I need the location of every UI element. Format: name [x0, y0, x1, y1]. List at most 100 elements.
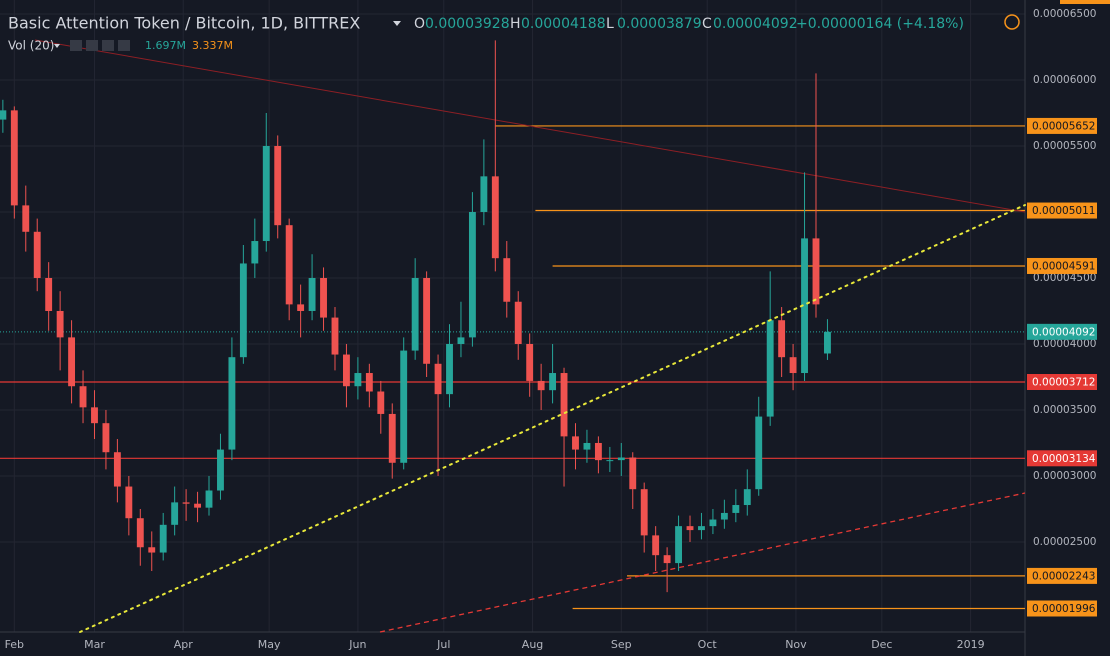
candles	[0, 40, 831, 593]
price-label: 0.00001996	[1032, 603, 1096, 615]
volume-average: 3.337M	[192, 39, 233, 52]
ohlc-key: C	[702, 16, 712, 32]
candle-body	[377, 391, 385, 414]
candle-body	[594, 442, 602, 461]
candle-body	[33, 231, 41, 278]
candle-body	[640, 489, 648, 536]
price-label: 0.00005011	[1032, 205, 1095, 217]
y-tick-label: 0.00003500	[1033, 404, 1096, 416]
candle-body	[549, 373, 557, 391]
candle-body	[514, 301, 522, 344]
candle-body	[228, 357, 236, 450]
y-tick-label: 0.00003000	[1033, 470, 1096, 482]
candle-body	[388, 413, 396, 463]
y-tick-label: 0.00002500	[1033, 536, 1096, 548]
x-tick-label: Feb	[5, 638, 24, 651]
candle-body	[343, 354, 350, 387]
x-tick-label: Oct	[698, 638, 718, 651]
candle-body	[537, 380, 545, 391]
price-label-box	[1027, 257, 1097, 274]
more-button[interactable]	[118, 40, 130, 51]
candle-body	[698, 526, 705, 531]
y-tick-label: 0.00006000	[1033, 74, 1096, 86]
x-tick-label: Mar	[84, 638, 105, 651]
dropdown-icon[interactable]	[393, 21, 401, 26]
candle-body	[68, 337, 76, 387]
levels	[0, 125, 1025, 610]
trend-line	[34, 39, 1026, 213]
dropdown-icon[interactable]	[54, 44, 60, 48]
candle-body	[583, 442, 591, 450]
candle-body	[102, 423, 110, 453]
candle-body	[251, 241, 259, 264]
candle-body	[56, 310, 64, 338]
candle-body	[113, 452, 121, 487]
remove-button[interactable]	[102, 40, 114, 51]
price-label: 0.00003712	[1032, 376, 1095, 388]
candle-body	[136, 518, 144, 548]
grid	[0, 0, 1025, 632]
price-label-box	[1027, 450, 1097, 467]
candle-body	[434, 363, 442, 395]
x-tick-label: Nov	[785, 638, 807, 651]
candle-body	[411, 277, 419, 351]
price-label: 0.00004591	[1032, 260, 1095, 272]
price-label-box	[1027, 202, 1097, 219]
candle-body	[663, 555, 671, 564]
candle-body	[308, 277, 316, 311]
candle-body	[824, 331, 831, 354]
candle-body	[686, 526, 694, 531]
candle-body	[182, 502, 190, 504]
candle-body	[365, 373, 373, 392]
ohlc-value: 0.00004092	[713, 16, 798, 32]
candle-body	[0, 110, 7, 120]
y-tick-label: 0.00005500	[1033, 140, 1096, 152]
candle-body	[297, 304, 305, 311]
candle-body	[354, 373, 362, 387]
candle-body	[274, 145, 282, 226]
candle-body	[457, 337, 465, 344]
visibility-button[interactable]	[70, 40, 82, 51]
trend-line	[379, 492, 1026, 633]
alert-icon[interactable]	[1004, 14, 1020, 30]
candle-body	[320, 277, 327, 318]
candle-body	[491, 176, 499, 259]
price-label: 0.00003134	[1032, 453, 1096, 465]
candle-body	[480, 176, 488, 212]
change-value: +0.00000164 (+4.18%)	[796, 16, 964, 32]
candle-body	[617, 457, 625, 461]
candle-body	[812, 238, 820, 305]
candle-body	[652, 535, 660, 556]
candle-body	[766, 320, 774, 417]
y-tick-label: 0.00004000	[1033, 338, 1096, 350]
candle-body	[526, 343, 534, 381]
header: O 0.00003928 H 0.00004188 L 0.00003879 C 0.0000…	[414, 16, 964, 32]
x-tick-label: Aug	[522, 638, 543, 651]
candle-body	[675, 526, 682, 564]
candle-body	[468, 211, 476, 338]
candle-body	[79, 386, 87, 408]
ohlc-value: 0.00003879	[617, 16, 702, 32]
candle-body	[10, 110, 18, 206]
candle-body	[171, 502, 179, 525]
candle-body	[423, 277, 431, 364]
candle-body	[606, 460, 614, 462]
candle-body	[720, 512, 728, 520]
candle-body	[572, 436, 579, 450]
candle-body	[503, 258, 511, 302]
candle-body	[801, 238, 808, 374]
x-tick-label: Apr	[174, 638, 194, 651]
candle-body	[217, 449, 224, 491]
candle-body	[743, 489, 751, 506]
candle-body	[778, 320, 786, 358]
settings-button[interactable]	[86, 40, 98, 51]
symbol-title[interactable]: Basic Attention Token / Bitcoin, 1D, BIT…	[8, 14, 360, 33]
candle-body	[560, 373, 568, 437]
candle-body	[22, 205, 30, 232]
y-tick-label: 0.00006500	[1033, 8, 1096, 20]
x-tick-label: 2019	[957, 638, 985, 651]
candle-body	[331, 317, 339, 355]
ohlc-value: 0.00003928	[425, 16, 510, 32]
